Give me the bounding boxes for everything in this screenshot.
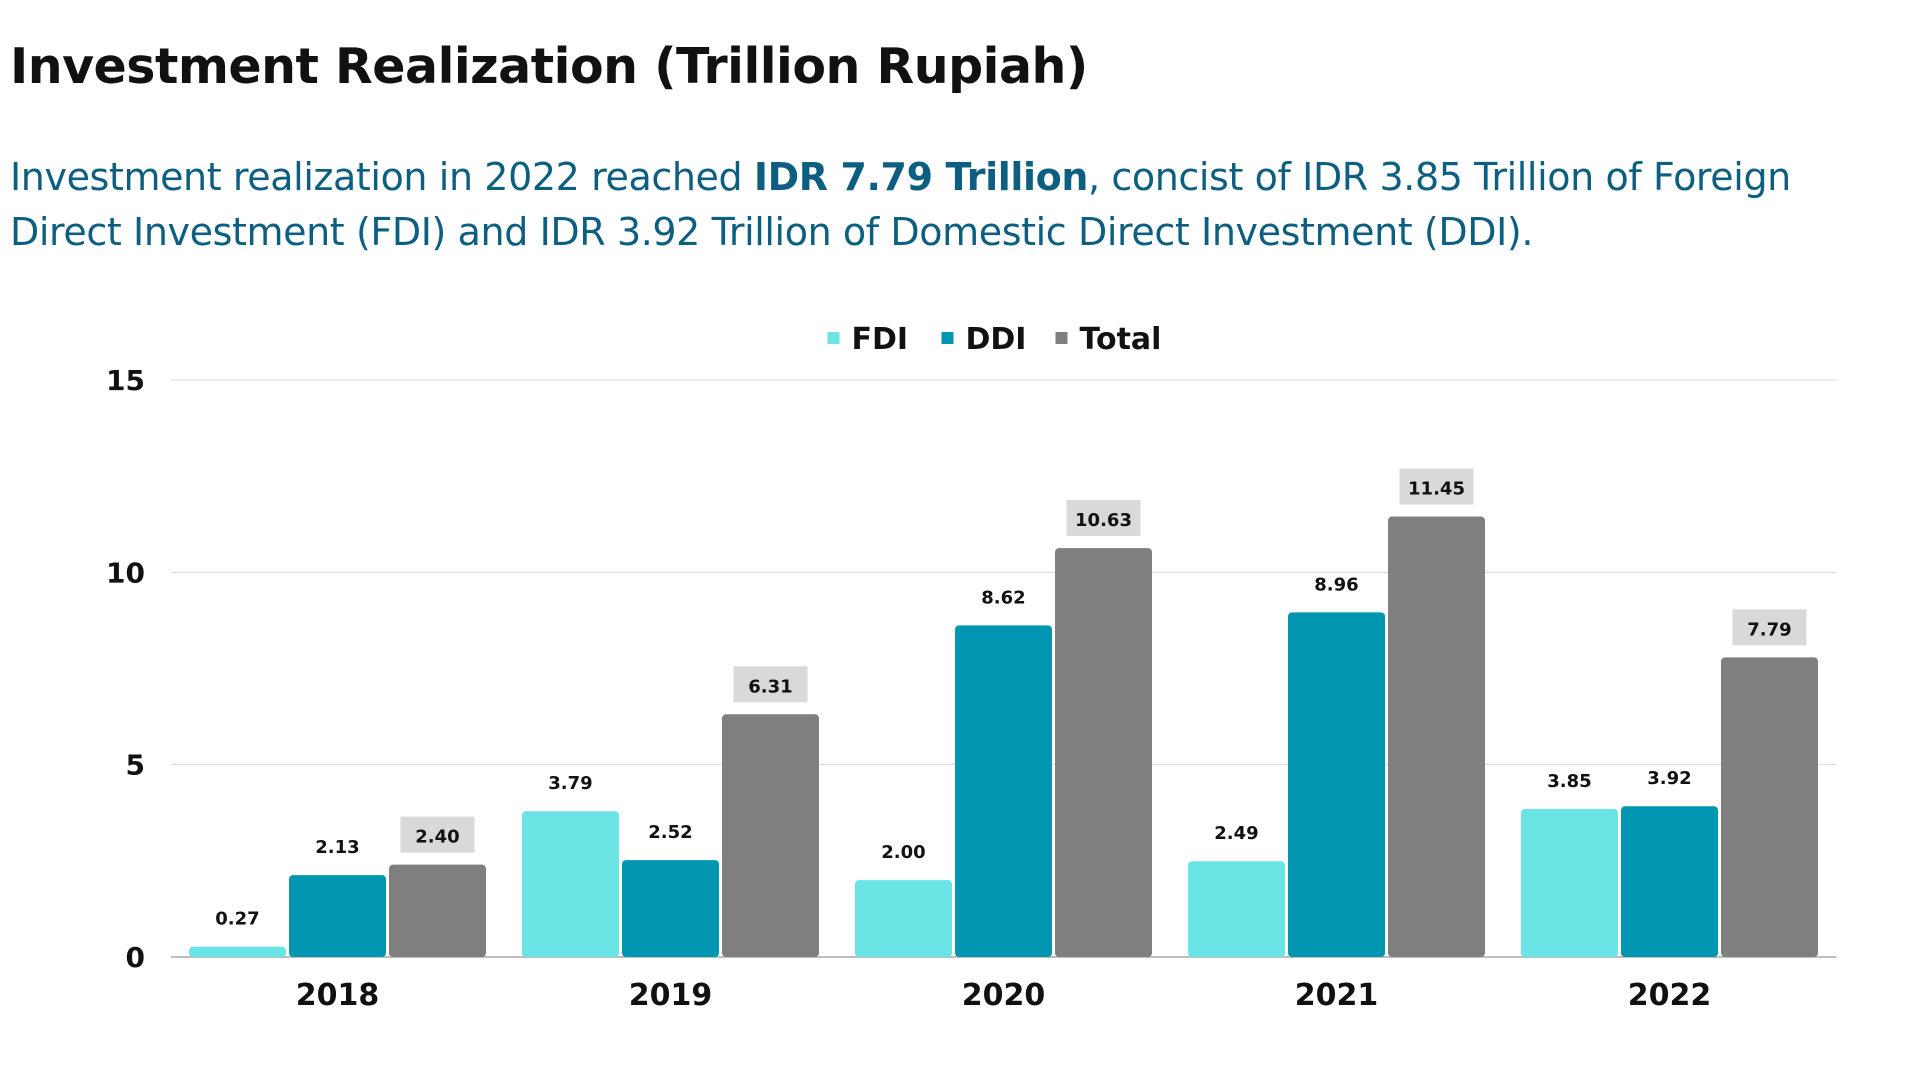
bar-ddi-2021 bbox=[1288, 612, 1385, 957]
bar-total-2020 bbox=[1055, 548, 1152, 957]
data-label-fdi-2022: 3.85 bbox=[1547, 771, 1591, 792]
data-label-background bbox=[400, 816, 475, 853]
bar-fdi-2018 bbox=[189, 946, 286, 957]
y-tick-label: 15 bbox=[106, 364, 145, 397]
data-label-background bbox=[1399, 468, 1474, 505]
data-labels: 0.27 2.13 2.40 3.79 2.52 6.31 2.00 8.62 10.63 2.4… bbox=[215, 468, 1807, 930]
subtitle-text-start: Investment realization in 2022 reached bbox=[10, 155, 754, 199]
x-axis-categories: 2018 2019 2020 2021 2022 bbox=[296, 978, 1712, 1013]
x-category-label: 2022 bbox=[1628, 978, 1712, 1013]
data-label-ddi-2018: 2.13 bbox=[315, 837, 359, 858]
bar-fdi-2019 bbox=[522, 811, 619, 957]
data-label-ddi-2021: 8.96 bbox=[1314, 574, 1358, 595]
x-category-label: 2021 bbox=[1295, 978, 1379, 1013]
chart-subtitle: Investment realization in 2022 reached I… bbox=[10, 150, 1890, 260]
data-label-total-2019: 6.31 bbox=[748, 676, 792, 697]
bar-fdi-2020 bbox=[855, 880, 952, 957]
data-label-ddi-2019: 2.52 bbox=[648, 822, 692, 843]
bar-fdi-2021 bbox=[1188, 861, 1285, 957]
data-label-total-2018: 2.40 bbox=[415, 827, 459, 848]
x-category-label: 2019 bbox=[629, 978, 713, 1013]
y-tick-label: 10 bbox=[106, 556, 145, 589]
data-label-total-2022: 7.79 bbox=[1747, 619, 1791, 640]
legend-label-ddi: DDI bbox=[966, 322, 1027, 357]
legend-swatch-ddi bbox=[941, 332, 954, 344]
data-label-total-2021: 11.45 bbox=[1408, 479, 1465, 500]
data-label-ddi-2022: 3.92 bbox=[1647, 768, 1691, 789]
legend-label-fdi: FDI bbox=[852, 322, 909, 357]
subtitle-highlight: IDR 7.79 Trillion bbox=[753, 155, 1089, 199]
bar-ddi-2020 bbox=[955, 625, 1052, 957]
bar-ddi-2018 bbox=[289, 875, 386, 957]
bars bbox=[189, 516, 1818, 957]
data-label-background bbox=[733, 666, 808, 703]
x-category-label: 2020 bbox=[962, 978, 1046, 1013]
legend-swatch-total bbox=[1055, 332, 1068, 344]
subtitle-text-end: , concist of IDR 3.85 Trillion of Foreig… bbox=[10, 155, 1791, 254]
investment-bar-chart: 0 5 10 15 0.27 2.13 2.40 3.79 2.52 6.31 2.00 8.62 1… bbox=[106, 322, 1836, 1013]
y-tick-label: 5 bbox=[126, 749, 145, 782]
data-label-fdi-2019: 3.79 bbox=[548, 773, 592, 794]
bar-ddi-2022 bbox=[1621, 806, 1718, 957]
x-category-label: 2018 bbox=[296, 978, 380, 1013]
y-axis-ticks: 0 5 10 15 bbox=[106, 364, 145, 974]
legend-label-total: Total bbox=[1080, 322, 1162, 357]
data-label-fdi-2021: 2.49 bbox=[1214, 823, 1258, 844]
data-label-fdi-2018: 0.27 bbox=[215, 909, 259, 930]
data-label-ddi-2020: 8.62 bbox=[981, 587, 1025, 608]
data-label-background bbox=[1066, 500, 1141, 537]
data-label-fdi-2020: 2.00 bbox=[881, 842, 925, 863]
bar-total-2019 bbox=[722, 714, 819, 957]
bar-ddi-2019 bbox=[622, 860, 719, 957]
data-label-total-2020: 10.63 bbox=[1075, 510, 1132, 531]
page-title: Investment Realization (Trillion Rupiah) bbox=[10, 38, 1088, 95]
bar-fdi-2022 bbox=[1521, 808, 1618, 957]
bar-total-2022 bbox=[1721, 657, 1818, 957]
y-tick-label: 0 bbox=[126, 941, 145, 974]
legend: FDI DDI Total bbox=[827, 322, 1162, 357]
legend-swatch-fdi bbox=[827, 332, 840, 344]
data-label-background bbox=[1732, 609, 1807, 646]
bar-total-2021 bbox=[1388, 516, 1485, 957]
bar-total-2018 bbox=[389, 864, 486, 957]
